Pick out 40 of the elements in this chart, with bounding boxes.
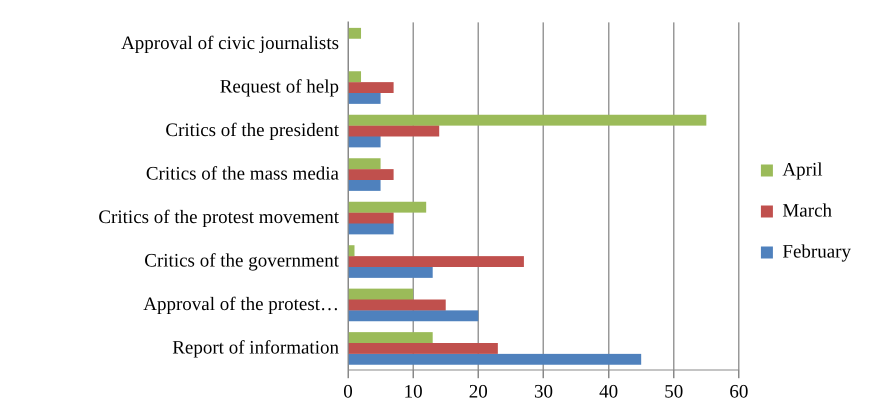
bar (348, 245, 355, 256)
bar (348, 332, 433, 344)
bar (348, 93, 381, 104)
bar (348, 266, 433, 278)
y-tick-label: Critics of the mass media (146, 164, 340, 185)
bar (348, 343, 498, 354)
bar (348, 28, 362, 39)
y-tick-label: Critics of the government (144, 250, 340, 272)
x-tick-label: 30 (534, 382, 553, 403)
legend-label: February (782, 241, 852, 262)
bar (348, 202, 426, 213)
y-tick-label: Approval of civic journalists (121, 33, 339, 54)
bar (348, 136, 381, 148)
bar (348, 212, 394, 224)
x-tick-label: 0 (343, 382, 353, 403)
bar (348, 300, 446, 310)
x-tick-label: 50 (664, 382, 684, 403)
x-tick-label: 20 (468, 382, 488, 403)
bar (348, 114, 706, 126)
bar (348, 256, 524, 267)
x-tick-label: 40 (599, 382, 618, 403)
bar (348, 158, 381, 170)
bar (348, 126, 440, 137)
y-tick-label: Critics of the president (165, 120, 340, 142)
y-tick-label: Report of information (172, 337, 340, 358)
bar (348, 310, 478, 322)
bar (348, 82, 394, 94)
bar (348, 180, 381, 191)
y-tick-label: Approval of the protest… (143, 294, 339, 315)
bar (348, 288, 414, 300)
bar (348, 71, 362, 82)
bar (348, 169, 394, 180)
bar (348, 354, 642, 365)
y-tick-label: Critics of the protest movement (98, 207, 340, 228)
legend-label: March (782, 200, 832, 222)
legend-label: April (782, 159, 823, 180)
bar (348, 223, 394, 234)
y-tick-label: Request of help (220, 76, 339, 98)
x-tick-label: 60 (729, 382, 748, 403)
x-tick-label: 10 (404, 382, 423, 403)
